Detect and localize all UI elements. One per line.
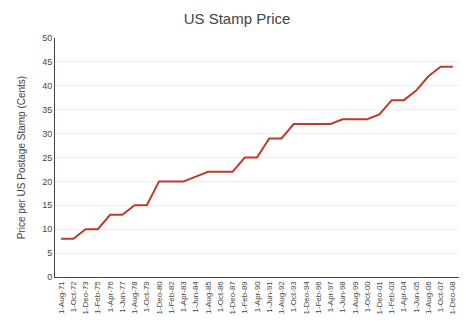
svg-text:Price per US Postage Stamp (Ce: Price per US Postage Stamp (Cents) xyxy=(16,76,27,239)
svg-text:15: 15 xyxy=(42,200,52,210)
svg-text:20: 20 xyxy=(42,177,52,187)
svg-text:1-Deo-01: 1-Deo-01 xyxy=(375,281,384,315)
svg-text:40: 40 xyxy=(42,81,52,91)
svg-text:1-Aug-71: 1-Aug-71 xyxy=(57,281,66,314)
svg-text:5: 5 xyxy=(47,248,52,258)
svg-text:US Stamp Price: US Stamp Price xyxy=(184,10,291,27)
svg-text:1-Apr-97: 1-Apr-97 xyxy=(326,281,335,313)
svg-text:1-Feb-96: 1-Feb-96 xyxy=(314,281,323,314)
svg-text:1-Deo-73: 1-Deo-73 xyxy=(81,281,90,315)
svg-text:1-Apr-04: 1-Apr-04 xyxy=(400,281,409,313)
svg-text:1-Aug-99: 1-Aug-99 xyxy=(351,281,360,314)
svg-text:1-Oct-00: 1-Oct-00 xyxy=(363,281,372,313)
svg-text:1-Feb-82: 1-Feb-82 xyxy=(167,281,176,314)
svg-text:1-Jun-05: 1-Jun-05 xyxy=(412,281,421,313)
svg-text:1-Deo-08: 1-Deo-08 xyxy=(448,281,457,315)
svg-text:1-Feb-75: 1-Feb-75 xyxy=(93,281,102,314)
svg-text:1-Jun-84: 1-Jun-84 xyxy=(191,281,200,313)
svg-text:0: 0 xyxy=(47,272,52,282)
svg-text:1-Oct-93: 1-Oct-93 xyxy=(289,281,298,313)
svg-text:1-Deo-94: 1-Deo-94 xyxy=(302,281,311,315)
svg-text:1-Aug-06: 1-Aug-06 xyxy=(424,281,433,314)
svg-text:1-Deo-80: 1-Deo-80 xyxy=(155,281,164,315)
svg-text:1-Aug-85: 1-Aug-85 xyxy=(204,281,213,314)
svg-text:10: 10 xyxy=(42,224,52,234)
svg-text:25: 25 xyxy=(42,153,52,163)
svg-text:1-Aug-92: 1-Aug-92 xyxy=(277,281,286,314)
svg-text:1-Oct-79: 1-Oct-79 xyxy=(142,281,151,313)
svg-text:1-Aug-78: 1-Aug-78 xyxy=(130,281,139,314)
svg-text:1-Deo-87: 1-Deo-87 xyxy=(228,281,237,315)
svg-text:1-Jun-98: 1-Jun-98 xyxy=(338,281,347,313)
svg-text:1-Feb-89: 1-Feb-89 xyxy=(240,281,249,314)
svg-text:1-Oct-07: 1-Oct-07 xyxy=(436,281,445,313)
svg-text:1-Apr-90: 1-Apr-90 xyxy=(253,281,262,313)
svg-text:1-Apr-83: 1-Apr-83 xyxy=(179,281,188,313)
svg-text:1-Oct-86: 1-Oct-86 xyxy=(216,281,225,313)
svg-text:50: 50 xyxy=(42,33,52,43)
svg-text:1-Jun-77: 1-Jun-77 xyxy=(118,281,127,313)
svg-text:1-Jun-91: 1-Jun-91 xyxy=(265,281,274,313)
svg-text:35: 35 xyxy=(42,105,52,115)
svg-text:1-Oct-72: 1-Oct-72 xyxy=(69,281,78,313)
svg-text:1-Apr-76: 1-Apr-76 xyxy=(106,281,115,313)
svg-text:30: 30 xyxy=(42,129,52,139)
svg-text:45: 45 xyxy=(42,57,52,67)
svg-text:1-Feb-03: 1-Feb-03 xyxy=(387,281,396,314)
